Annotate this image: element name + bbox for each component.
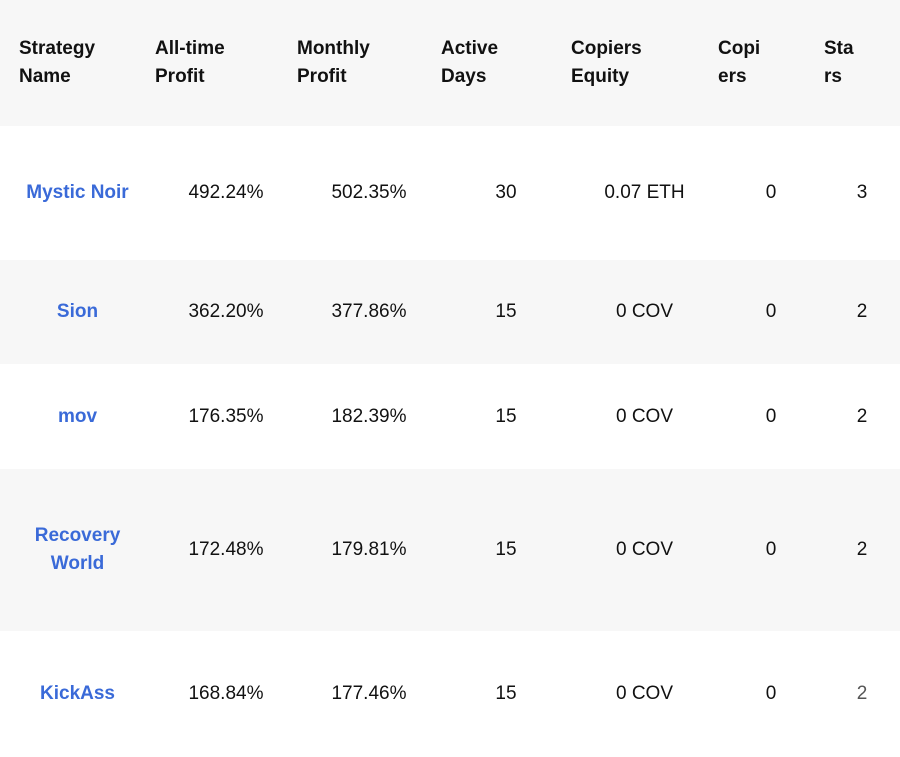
active-days-cell: 15 bbox=[495, 539, 517, 560]
header-strategy-name[interactable]: Strategy Name bbox=[19, 38, 96, 87]
stars-cell: 2 bbox=[856, 539, 868, 560]
active-days-cell: 15 bbox=[495, 683, 517, 704]
copiers-cell: 0 bbox=[765, 539, 777, 560]
table-row: Sion 362.20% 377.86% 15 0 COV 0 2 bbox=[0, 260, 900, 364]
table-header-row: Strategy Name All-time Profit Monthly Profi… bbox=[0, 0, 900, 126]
copiers-cell: 0 bbox=[765, 182, 777, 203]
active-days-cell: 15 bbox=[495, 405, 517, 427]
all-time-profit-cell: 362.20% bbox=[188, 301, 264, 322]
strategy-link[interactable]: KickAss bbox=[40, 683, 115, 704]
header-copiers[interactable]: Copi ers bbox=[718, 38, 761, 87]
monthly-profit-cell: 179.81% bbox=[331, 539, 407, 560]
table-row: Recovery World 172.48% 179.81% 15 0 COV … bbox=[0, 469, 900, 631]
all-time-profit-cell: 168.84% bbox=[188, 683, 264, 704]
copiers-cell: 0 bbox=[765, 405, 777, 427]
strategy-name-cell: Mystic Noir bbox=[0, 126, 155, 260]
header-copiers-equity[interactable]: Copiers Equity bbox=[571, 38, 642, 87]
header-stars[interactable]: Sta rs bbox=[824, 38, 854, 87]
all-time-profit-cell: 176.35% bbox=[188, 405, 264, 427]
strategy-link[interactable]: Sion bbox=[56, 301, 99, 322]
copiers-equity-cell: 0 COV bbox=[615, 683, 674, 704]
stars-cell: 2 bbox=[856, 405, 868, 427]
all-time-profit-cell: 492.24% bbox=[188, 182, 264, 203]
strategy-name-cell: Recovery World bbox=[0, 469, 155, 631]
copiers-cell: 0 bbox=[765, 683, 777, 704]
strategy-link[interactable]: Mystic Noir bbox=[26, 182, 129, 203]
stars-cell: 3 bbox=[856, 182, 868, 203]
stars-cell: 2 bbox=[856, 683, 868, 704]
copiers-equity-cell: 0 COV bbox=[615, 539, 674, 560]
header-monthly-profit[interactable]: Monthly Profit bbox=[297, 38, 370, 87]
table-row: mov 176.35% 182.39% 15 0 COV 0 2 bbox=[0, 364, 900, 469]
active-days-cell: 15 bbox=[495, 301, 517, 322]
copiers-cell: 0 bbox=[765, 301, 777, 322]
strategy-name-cell: KickAss bbox=[0, 631, 155, 757]
copiers-equity-cell: 0 COV bbox=[615, 301, 674, 322]
copiers-equity-cell: 0.07 ETH bbox=[604, 182, 685, 203]
stars-cell: 2 bbox=[856, 301, 868, 322]
strategy-link[interactable]: Recovery World bbox=[34, 525, 121, 574]
strategy-name-cell: mov bbox=[0, 364, 155, 469]
header-all-time-profit[interactable]: All-time Profit bbox=[155, 38, 225, 87]
strategy-name-cell: Sion bbox=[0, 260, 155, 364]
strategy-link[interactable]: mov bbox=[57, 405, 98, 427]
monthly-profit-cell: 182.39% bbox=[331, 405, 407, 427]
all-time-profit-cell: 172.48% bbox=[188, 539, 264, 560]
monthly-profit-cell: 377.86% bbox=[331, 301, 407, 322]
active-days-cell: 30 bbox=[495, 182, 517, 203]
copiers-equity-cell: 0 COV bbox=[615, 405, 674, 427]
table-row: KickAss 168.84% 177.46% 15 0 COV 0 2 bbox=[0, 631, 900, 757]
monthly-profit-cell: 177.46% bbox=[331, 683, 407, 704]
table-row: Mystic Noir 492.24% 502.35% 30 0.07 ETH … bbox=[0, 126, 900, 260]
monthly-profit-cell: 502.35% bbox=[331, 182, 407, 203]
header-active-days[interactable]: Active Days bbox=[441, 38, 499, 87]
